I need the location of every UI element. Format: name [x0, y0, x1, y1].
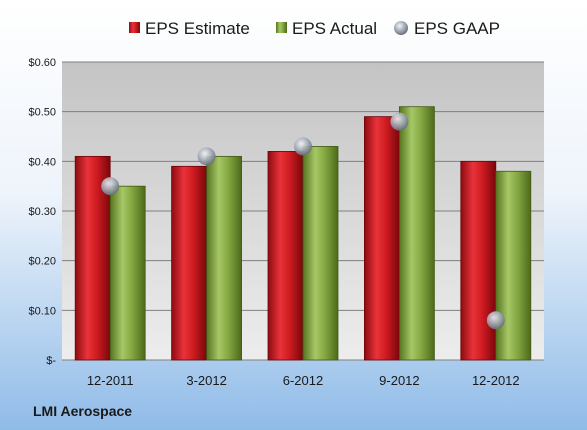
y-tick-label: $- — [46, 355, 56, 367]
bar-eps-actual — [495, 170, 532, 361]
company-name: LMI Aerospace — [33, 403, 132, 419]
legend-label-gaap: EPS GAAP — [414, 19, 500, 38]
y-tick-label: $0.30 — [28, 206, 56, 218]
bars — [74, 106, 532, 361]
bar-eps-actual — [109, 185, 146, 361]
legend-item-estimate: EPS Estimate — [129, 19, 250, 38]
legend-item-actual: EPS Actual — [276, 19, 377, 38]
x-tick-label: 12-2012 — [472, 373, 520, 388]
legend-swatch-estimate — [129, 22, 140, 33]
bar-eps-actual — [206, 155, 243, 361]
y-tick-label: $0.60 — [28, 57, 56, 69]
x-axis-ticks: 12-2011 3-2012 6-2012 9-2012 12-2012 — [87, 373, 520, 388]
y-tick-label: $0.40 — [28, 156, 56, 168]
bar-eps-estimate — [171, 165, 208, 361]
y-tick-label: $0.10 — [28, 305, 56, 317]
gaap-markers — [101, 112, 505, 330]
marker-eps-gaap — [390, 112, 409, 131]
bar-eps-estimate — [363, 116, 400, 361]
legend: EPS Estimate EPS Actual EPS GAAP — [129, 19, 500, 38]
legend-label-actual: EPS Actual — [292, 19, 377, 38]
bar-eps-estimate — [460, 160, 497, 361]
x-tick-label: 12-2011 — [87, 373, 134, 388]
marker-eps-gaap — [486, 311, 505, 330]
y-tick-label: $0.20 — [28, 256, 56, 268]
marker-eps-gaap — [101, 177, 120, 196]
bar-eps-actual — [302, 146, 339, 361]
y-axis-ticks: $- $0.10 $0.20 $0.30 $0.40 $0.50 $0.60 — [28, 57, 56, 367]
y-tick-label: $0.50 — [28, 107, 56, 119]
bar-eps-estimate — [267, 150, 304, 361]
marker-eps-gaap — [197, 147, 216, 166]
bar-eps-actual — [398, 106, 435, 361]
legend-swatch-actual — [276, 22, 287, 33]
legend-item-gaap: EPS GAAP — [394, 19, 500, 38]
legend-swatch-gaap — [394, 21, 408, 35]
legend-label-estimate: EPS Estimate — [145, 19, 250, 38]
x-tick-label: 3-2012 — [186, 373, 226, 388]
x-tick-label: 9-2012 — [379, 373, 419, 388]
x-tick-label: 6-2012 — [283, 373, 323, 388]
marker-eps-gaap — [294, 137, 312, 156]
